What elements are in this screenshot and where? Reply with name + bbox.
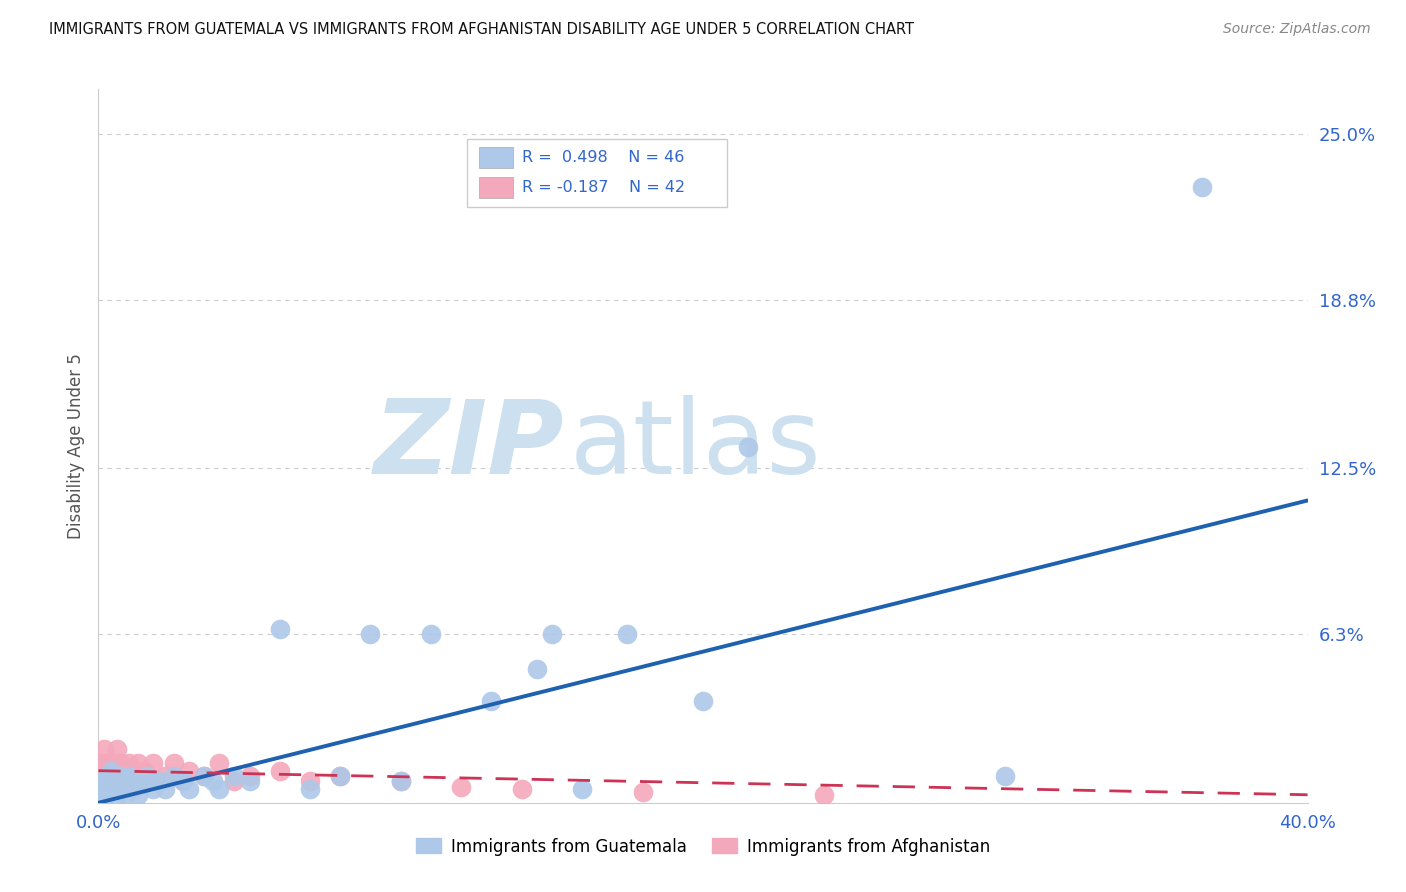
Point	[142, 756, 165, 770]
Point	[163, 756, 186, 770]
Point	[450, 780, 472, 794]
Point	[389, 774, 412, 789]
Point	[163, 769, 186, 783]
Bar	[479, 147, 513, 169]
Point	[193, 769, 215, 783]
Legend: Immigrants from Guatemala, Immigrants from Afghanistan: Immigrants from Guatemala, Immigrants fr…	[409, 831, 997, 863]
Point	[96, 769, 118, 783]
Point	[510, 782, 533, 797]
Point	[135, 769, 157, 783]
Point	[202, 774, 225, 789]
Point	[616, 627, 638, 641]
Bar	[479, 177, 513, 198]
Point	[100, 774, 122, 789]
Point	[103, 782, 125, 797]
Point	[129, 774, 152, 789]
Point	[100, 764, 122, 778]
Point	[132, 764, 155, 778]
Text: ZIP: ZIP	[374, 395, 564, 497]
Point	[208, 756, 231, 770]
Point	[127, 756, 149, 770]
Point	[96, 788, 118, 802]
Point	[124, 769, 146, 783]
Point	[1191, 180, 1213, 194]
Point	[96, 756, 118, 770]
Point	[737, 440, 759, 454]
Point	[105, 742, 128, 756]
Point	[105, 788, 128, 802]
Point	[571, 782, 593, 797]
Point	[193, 769, 215, 783]
Point	[90, 788, 112, 802]
Point	[93, 774, 115, 789]
Point	[100, 764, 122, 778]
Point	[103, 769, 125, 783]
Point	[208, 782, 231, 797]
Point	[299, 782, 322, 797]
Point	[389, 774, 412, 789]
Point	[148, 774, 170, 789]
Point	[813, 788, 835, 802]
Point	[299, 774, 322, 789]
Point	[269, 764, 291, 778]
Text: R =  0.498    N = 46: R = 0.498 N = 46	[522, 150, 683, 165]
Point	[108, 769, 131, 783]
Point	[103, 774, 125, 789]
Point	[172, 774, 194, 789]
Point	[96, 769, 118, 783]
Point	[526, 662, 548, 676]
FancyBboxPatch shape	[467, 139, 727, 207]
Point	[179, 764, 201, 778]
Point	[540, 627, 562, 641]
Point	[90, 769, 112, 783]
Point	[121, 782, 143, 797]
Point	[239, 769, 262, 783]
Point	[994, 769, 1017, 783]
Point	[132, 774, 155, 789]
Point	[360, 627, 382, 641]
Point	[118, 756, 141, 770]
Point	[93, 774, 115, 789]
Point	[224, 774, 246, 789]
Point	[121, 774, 143, 789]
Text: atlas: atlas	[569, 395, 821, 497]
Point	[93, 782, 115, 797]
Point	[100, 780, 122, 794]
Point	[269, 622, 291, 636]
Text: IMMIGRANTS FROM GUATEMALA VS IMMIGRANTS FROM AFGHANISTAN DISABILITY AGE UNDER 5 : IMMIGRANTS FROM GUATEMALA VS IMMIGRANTS …	[49, 22, 914, 37]
Point	[148, 774, 170, 789]
Point	[631, 785, 654, 799]
Point	[329, 769, 352, 783]
Point	[111, 774, 134, 789]
Text: Source: ZipAtlas.com: Source: ZipAtlas.com	[1223, 22, 1371, 37]
Point	[179, 782, 201, 797]
Point	[172, 774, 194, 789]
Point	[127, 788, 149, 802]
Point	[124, 774, 146, 789]
Point	[135, 769, 157, 783]
Point	[142, 782, 165, 797]
Point	[239, 774, 262, 789]
Point	[108, 769, 131, 783]
Y-axis label: Disability Age Under 5: Disability Age Under 5	[66, 353, 84, 539]
Point	[481, 694, 503, 708]
Point	[118, 769, 141, 783]
Point	[153, 769, 176, 783]
Text: R = -0.187    N = 42: R = -0.187 N = 42	[522, 180, 685, 195]
Point	[420, 627, 443, 641]
Point	[93, 742, 115, 756]
Point	[692, 694, 714, 708]
Point	[153, 782, 176, 797]
Point	[108, 782, 131, 797]
Point	[224, 769, 246, 783]
Point	[114, 788, 136, 802]
Point	[103, 756, 125, 770]
Point	[105, 774, 128, 789]
Point	[329, 769, 352, 783]
Point	[111, 774, 134, 789]
Point	[90, 756, 112, 770]
Point	[114, 769, 136, 783]
Point	[108, 756, 131, 770]
Point	[111, 764, 134, 778]
